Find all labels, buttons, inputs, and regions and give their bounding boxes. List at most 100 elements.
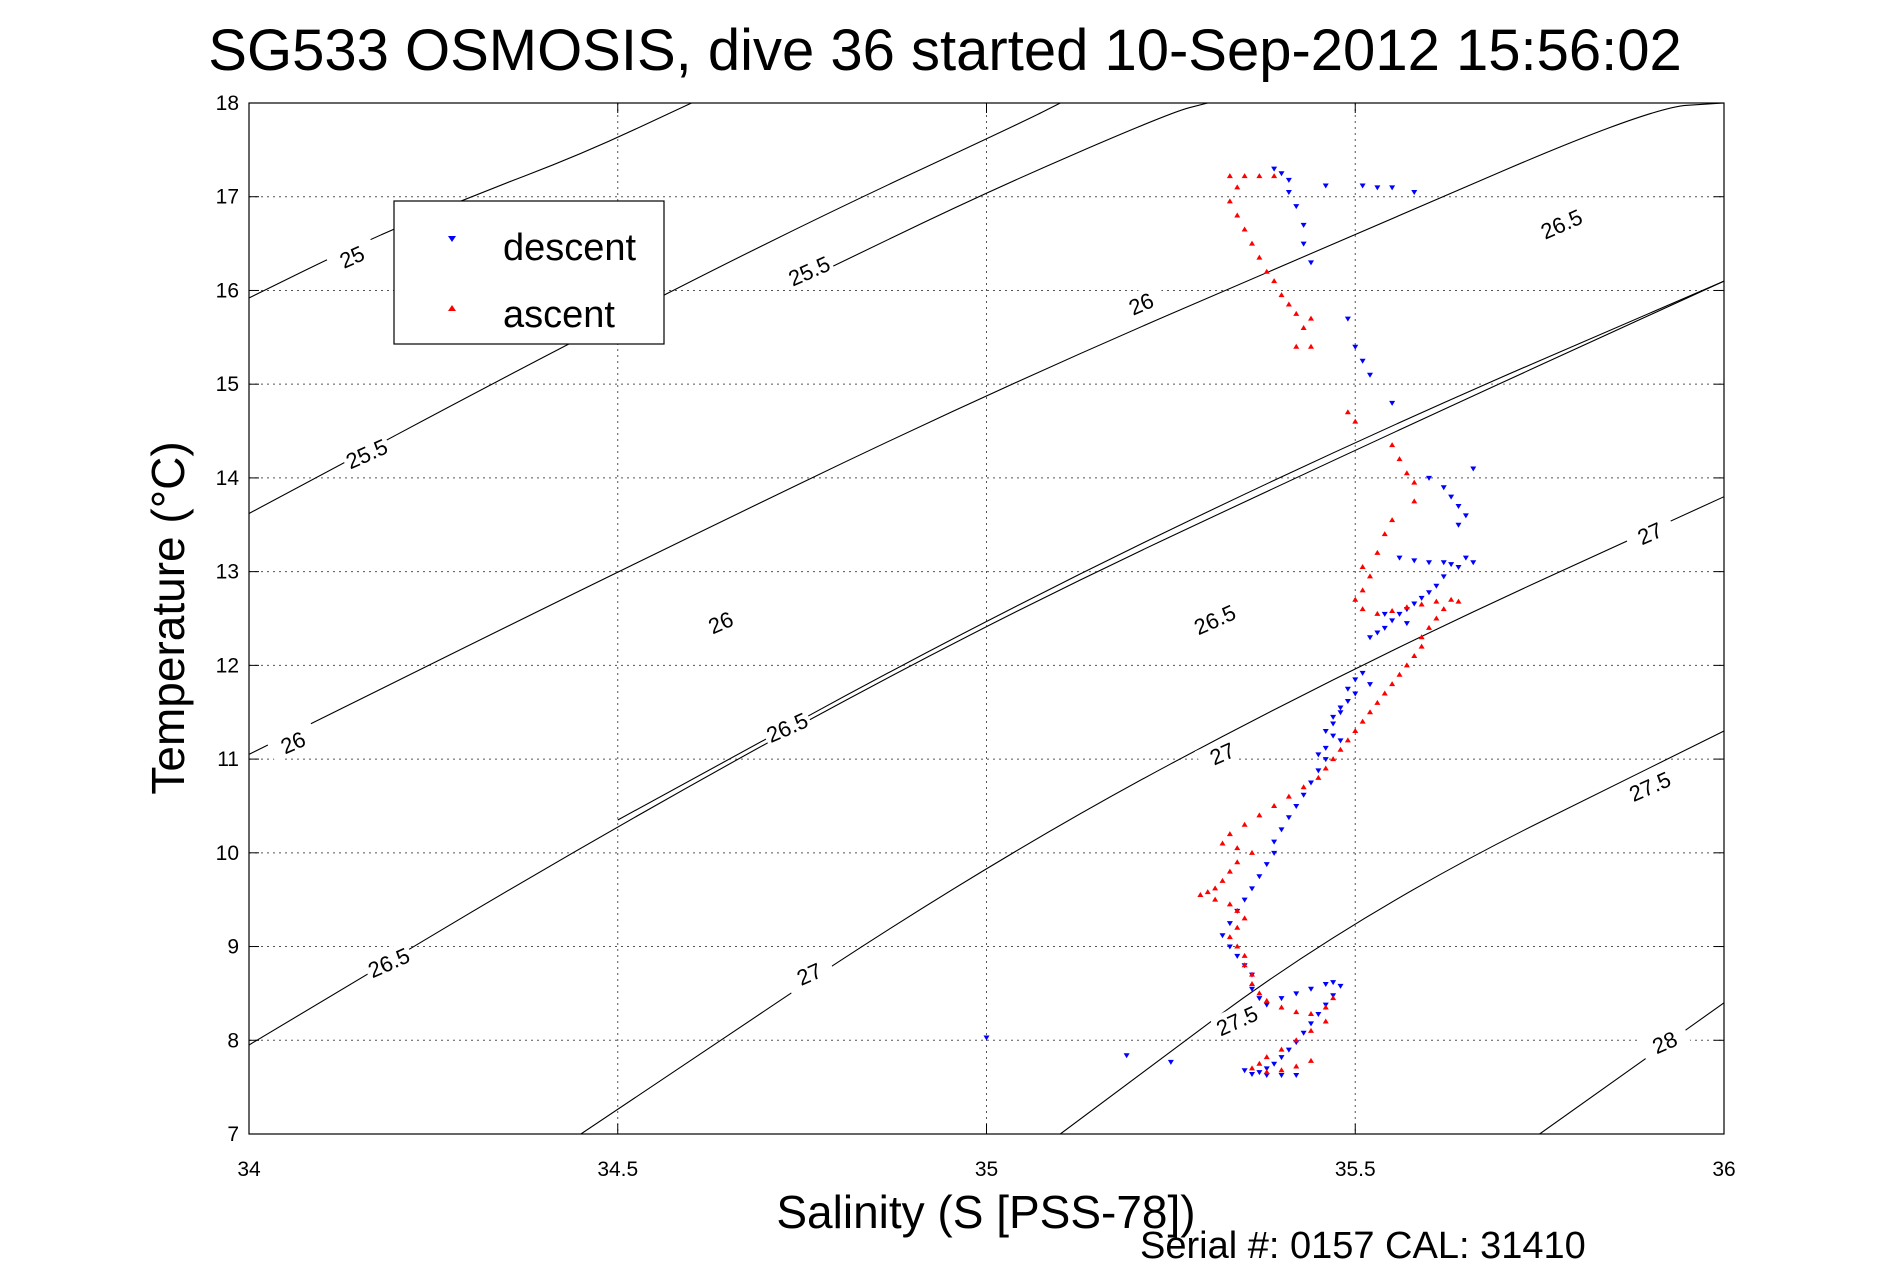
descent-point (1241, 1068, 1248, 1074)
ascent-point (1263, 1054, 1270, 1060)
y-tick-label: 14 (216, 467, 240, 490)
descent-point (1322, 982, 1329, 988)
ascent-point (1352, 727, 1359, 733)
descent-point (1359, 358, 1366, 364)
descent-point (1352, 344, 1359, 350)
ascent-point (1308, 1011, 1314, 1017)
ascent-point (1226, 868, 1233, 874)
ascent-point (1271, 802, 1278, 808)
descent-point (1455, 564, 1462, 570)
ascent-point (1381, 690, 1388, 696)
ascent-point (1249, 849, 1255, 855)
ascent-point (1263, 268, 1270, 274)
descent-point (1344, 316, 1351, 322)
descent-point (1234, 953, 1241, 959)
contour-label-bg (759, 705, 814, 748)
descent-point (1381, 611, 1388, 617)
ascent-point (1219, 877, 1226, 883)
ascent-point (1241, 173, 1248, 179)
ascent-point (1226, 198, 1233, 204)
ascent-point (1330, 756, 1337, 762)
ascent-point (1226, 173, 1233, 179)
descent-point (1322, 728, 1329, 734)
descent-point (1293, 1072, 1300, 1078)
y-tick-label: 17 (216, 186, 239, 209)
ascent-point (1300, 324, 1307, 330)
ascent-point (1374, 549, 1381, 555)
ascent-point (1256, 1060, 1263, 1066)
ascent-point (1234, 924, 1241, 930)
descent-point (1285, 177, 1292, 183)
contour-label-bg (1209, 998, 1264, 1041)
descent-point (1411, 190, 1418, 196)
descent-point (1241, 897, 1248, 903)
y-tick-label: 12 (216, 654, 239, 677)
ascent-point (1433, 615, 1440, 621)
ascent-point (1241, 952, 1248, 958)
ascent-point (1308, 315, 1314, 321)
ascent-point (1263, 997, 1270, 1003)
contour-label-bg (1622, 764, 1677, 807)
ascent-point (1389, 608, 1396, 614)
ascent-point (1352, 418, 1359, 424)
ascent-point (1315, 774, 1322, 780)
descent-point (1448, 494, 1455, 500)
x-axis-ticks: 34 34.5 35 35.5 36 (237, 103, 1736, 1181)
ascent-point (1411, 498, 1418, 504)
descent-point (1219, 933, 1226, 939)
ascent-point (1249, 971, 1255, 977)
ascent-point (1367, 573, 1373, 579)
ascent-point (1344, 737, 1351, 743)
ascent-point (1234, 859, 1241, 865)
descent-point (1462, 513, 1469, 519)
descent-point (1293, 803, 1300, 809)
descent-point (1315, 768, 1322, 774)
ascent-point (1293, 1037, 1300, 1043)
ascent-point (1285, 301, 1292, 307)
descent-point (1300, 222, 1307, 228)
ascent-point (1256, 990, 1263, 996)
y-tick-label: 8 (227, 1029, 239, 1052)
descent-point (1359, 670, 1366, 676)
descent-point (1455, 522, 1462, 528)
contour-line-27 (580, 496, 1724, 1134)
ascent-point (1234, 212, 1241, 218)
chart-title: SG533 OSMOSIS, dive 36 started 10-Sep-20… (208, 18, 1681, 83)
descent-point (1337, 705, 1344, 711)
ascent-point (1418, 643, 1425, 649)
contour-label-bg (1113, 281, 1168, 324)
descent-point (1344, 698, 1351, 704)
contour-line-27-5 (1059, 730, 1724, 1134)
ascent-point (1300, 784, 1307, 790)
descent-point (1226, 944, 1233, 950)
descent-point (1249, 986, 1255, 992)
descent-point (1271, 850, 1278, 856)
ascent-point (1234, 907, 1241, 913)
ascent-point (1330, 995, 1337, 1001)
descent-point (1462, 555, 1469, 561)
descent-point (1440, 485, 1447, 491)
contour-label-bg (1534, 202, 1588, 244)
ascent-point (1249, 981, 1255, 987)
serial-cal-footer: Serial #: 0157 CAL: 31410 (1140, 1225, 1586, 1262)
descent-point (1271, 839, 1278, 845)
descent-point (1426, 590, 1432, 596)
descent-point (1285, 1047, 1292, 1053)
contour-label-bg (265, 720, 320, 763)
ascent-point (1293, 310, 1300, 316)
legend-descent-label: descent (503, 227, 637, 269)
x-tick-label: 34.5 (597, 1158, 638, 1181)
descent-point (1455, 504, 1462, 510)
contour-label-bg (781, 249, 836, 291)
contour-label-bg (361, 940, 416, 983)
descent-point (1367, 635, 1373, 641)
descent-point (1167, 1059, 1174, 1065)
ascent-point (1381, 531, 1388, 537)
descent-point (1308, 260, 1314, 266)
legend-ascent-marker (448, 305, 456, 311)
descent-point (1249, 1072, 1255, 1078)
ascent-point (1403, 470, 1410, 476)
y-tick-label: 10 (216, 842, 239, 865)
descent-point (1426, 475, 1432, 481)
